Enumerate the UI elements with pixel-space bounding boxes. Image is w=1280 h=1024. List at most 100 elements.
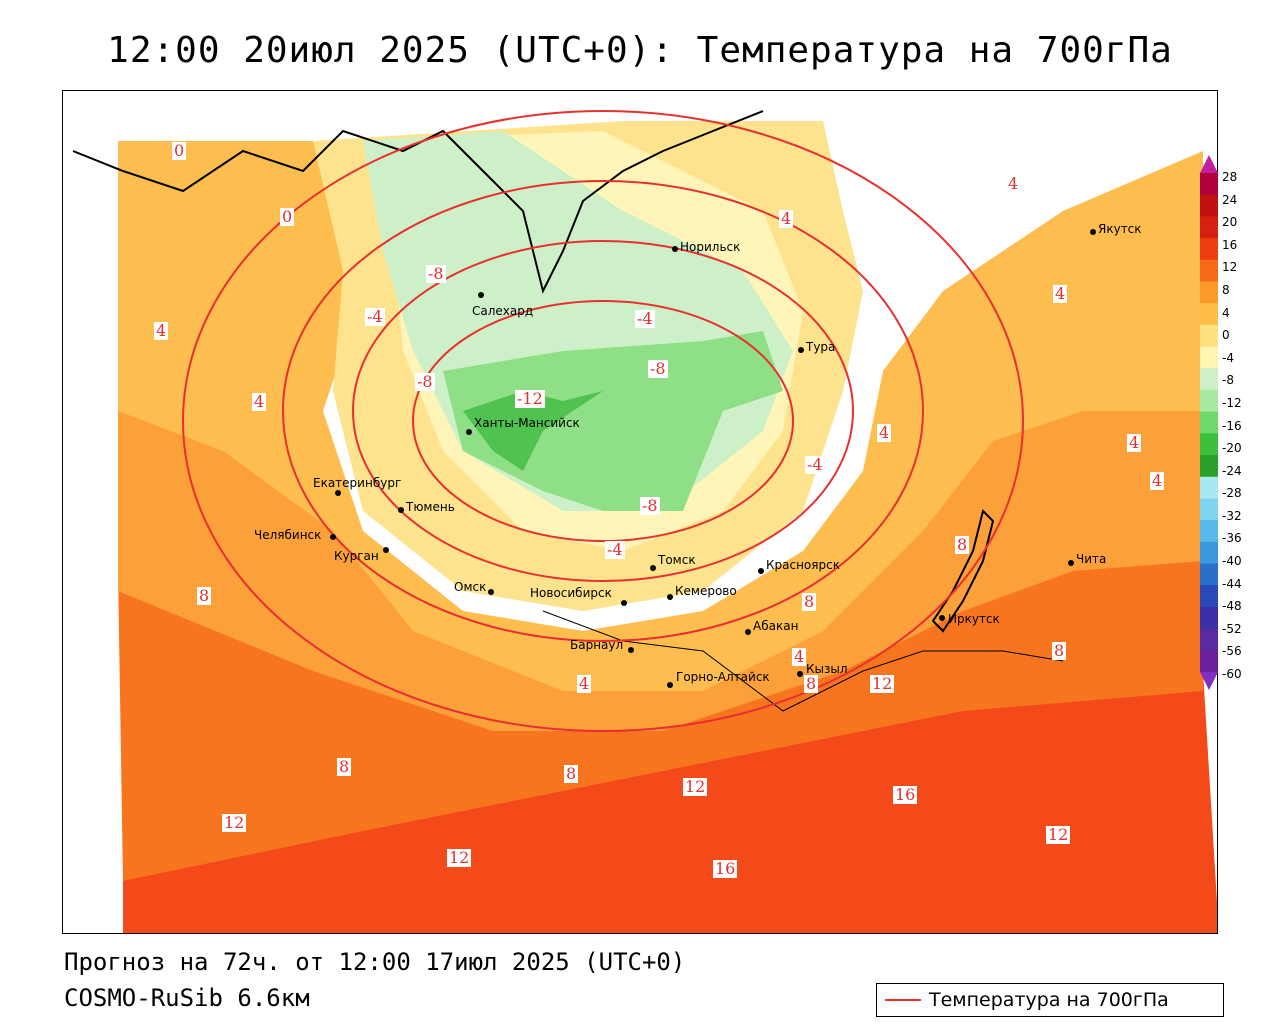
colorbar-cell xyxy=(1200,411,1218,434)
isotherm-label: 4 xyxy=(877,423,892,442)
city-label-khanty-mansiysk: Ханты-Мансийск xyxy=(474,416,580,430)
city-dot-novosibirsk xyxy=(621,600,627,606)
isotherm-label: 8 xyxy=(804,674,819,693)
lake-baikal xyxy=(931,509,995,633)
city-label-kurgan: Курган xyxy=(334,549,379,563)
colorbar-cell xyxy=(1200,368,1218,391)
isotherm-label: 4 xyxy=(577,674,592,693)
city-dot-tura xyxy=(798,347,804,353)
city-dot-omsk xyxy=(488,589,494,595)
temperature-colorbar xyxy=(1200,155,1218,690)
colorbar-cell xyxy=(1200,628,1218,651)
city-label-yekaterinburg: Екатеринбург xyxy=(313,476,402,490)
city-dot-yekaterinburg xyxy=(335,490,341,496)
city-dot-tyumen xyxy=(398,507,404,513)
map-title: 12:00 20июл 2025 (UTC+0): Температура на… xyxy=(107,30,1173,71)
city-dot-irkutsk xyxy=(939,615,945,621)
city-label-novosibirsk: Новосибирск xyxy=(530,586,612,600)
colorbar-cell xyxy=(1200,433,1218,456)
isotherm-label: 4 xyxy=(779,209,794,228)
zone-16-plus xyxy=(123,671,1217,933)
city-label-norilsk: Норильск xyxy=(680,240,741,254)
isotherm-label: -8 xyxy=(415,372,435,391)
colorbar-cell xyxy=(1200,498,1218,521)
colorbar-cell xyxy=(1200,520,1218,543)
colorbar-tick-label: -52 xyxy=(1222,621,1242,636)
isotherm-label: 4 xyxy=(1127,433,1142,452)
colorbar-arrow-bottom xyxy=(1200,672,1218,690)
city-label-kyzyl: Кызыл xyxy=(806,662,848,676)
colorbar-cell xyxy=(1200,585,1218,608)
forecast-info: Прогноз на 72ч. от 12:00 17июл 2025 (UTC… xyxy=(64,948,686,976)
colorbar-tick-label: -56 xyxy=(1222,644,1242,659)
colorbar-tick-label: 16 xyxy=(1222,237,1238,252)
colorbar-cell xyxy=(1200,455,1218,478)
colorbar-cell xyxy=(1200,173,1218,196)
colorbar-cell xyxy=(1200,216,1218,239)
city-dot-barnaul xyxy=(628,647,634,653)
isotherm-label: 8 xyxy=(1052,641,1067,660)
colorbar-cell xyxy=(1200,324,1218,348)
city-label-tyumen: Тюмень xyxy=(406,500,455,514)
isotherm-label: 16 xyxy=(893,785,918,804)
colorbar-tick-label: -44 xyxy=(1222,576,1242,591)
border-south xyxy=(542,610,1064,712)
isotherm-0-ring xyxy=(282,180,924,642)
colorbar-tick-label: -60 xyxy=(1222,667,1242,681)
isotherm-label: -4 xyxy=(805,455,825,474)
isotherm-label: -8 xyxy=(648,359,668,378)
colorbar-tick-label: 24 xyxy=(1222,192,1238,207)
legend: Температура на 700гПа xyxy=(876,983,1224,1017)
city-label-krasnoyarsk: Красноярск xyxy=(766,558,840,572)
city-dot-krasnoyarsk xyxy=(758,568,764,574)
colorbar-tick-label: 20 xyxy=(1222,215,1238,230)
city-label-irkutsk: Иркутск xyxy=(948,612,1000,626)
city-dot-kurgan xyxy=(383,547,389,553)
city-label-tomsk: Томск xyxy=(658,553,696,567)
city-label-chelyabinsk: Челябинск xyxy=(254,528,322,542)
city-label-salekhard: Салехард xyxy=(472,304,534,318)
colorbar-cell xyxy=(1200,194,1218,217)
zone-4 xyxy=(118,141,1203,691)
colorbar-tick-label: -32 xyxy=(1222,508,1242,523)
colorbar-cell xyxy=(1200,281,1218,304)
temperature-map[interactable] xyxy=(62,90,1218,934)
isotherm-label: 8 xyxy=(337,757,352,776)
colorbar-tick-label: 8 xyxy=(1222,282,1230,297)
city-dot-kyzyl xyxy=(797,671,803,677)
colorbar-cell xyxy=(1200,303,1218,326)
city-dot-chelyabinsk xyxy=(330,534,336,540)
colorbar-tick-label: 12 xyxy=(1222,260,1238,275)
isotherm-4-ring xyxy=(182,110,1024,732)
colorbar-tick-label: -36 xyxy=(1222,531,1242,546)
colorbar-cell xyxy=(1200,541,1218,565)
colorbar-cell xyxy=(1200,346,1218,369)
colorbar-tick-label: -12 xyxy=(1222,395,1242,410)
isotherm-label: 4 xyxy=(1006,174,1021,193)
isotherm-label: 0 xyxy=(172,141,187,160)
isotherm-label: 4 xyxy=(1053,284,1068,303)
isotherm-label: -4 xyxy=(365,307,385,326)
isotherm-label: 16 xyxy=(713,859,738,878)
colorbar-tick-label: -8 xyxy=(1222,373,1234,388)
colorbar-cell xyxy=(1200,650,1218,673)
isotherm-label: 4 xyxy=(1150,471,1165,490)
colorbar-tick-label: -4 xyxy=(1222,350,1234,365)
zone-minus12 xyxy=(443,331,783,511)
colorbar-tick-label: 4 xyxy=(1222,305,1230,320)
isotherm-label: 12 xyxy=(1046,825,1071,844)
colorbar-cell xyxy=(1200,259,1218,282)
city-dot-tomsk xyxy=(650,565,656,571)
isotherm-label: -8 xyxy=(640,496,660,515)
city-label-omsk: Омск xyxy=(454,580,487,594)
city-label-yakutsk: Якутск xyxy=(1098,222,1142,236)
city-dot-gorno-altaysk xyxy=(667,682,673,688)
isotherm-label: -4 xyxy=(635,309,655,328)
isotherm-label: -4 xyxy=(605,540,625,559)
zone-minus16 xyxy=(463,391,603,471)
legend-label: Температура на 700гПа xyxy=(929,989,1169,1011)
city-label-kemerovo: Кемерово xyxy=(675,584,737,598)
isotherm-label: 8 xyxy=(564,764,579,783)
city-dot-norilsk xyxy=(672,246,678,252)
colorbar-arrow-top xyxy=(1200,155,1218,173)
